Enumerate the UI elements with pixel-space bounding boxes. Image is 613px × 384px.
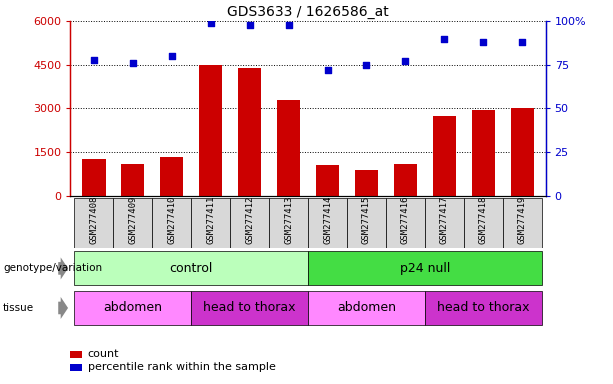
Text: tissue: tissue [3, 303, 34, 313]
Text: head to thorax: head to thorax [437, 301, 530, 314]
Bar [121, 164, 145, 196]
Point [362, 62, 371, 68]
Text: GSM277410: GSM277410 [167, 196, 177, 244]
Bar [160, 157, 183, 196]
Bar [191, 198, 230, 248]
Bar [74, 252, 308, 285]
Bar [277, 100, 300, 196]
Bar [394, 164, 417, 196]
Text: GSM277418: GSM277418 [479, 196, 488, 244]
Text: percentile rank within the sample: percentile rank within the sample [88, 362, 275, 372]
Text: abdomen: abdomen [104, 301, 162, 314]
Text: GSM277409: GSM277409 [128, 196, 137, 244]
Text: GSM277413: GSM277413 [284, 196, 293, 244]
Point [245, 22, 254, 28]
Text: p24 null: p24 null [400, 262, 450, 275]
Text: GSM277414: GSM277414 [323, 196, 332, 244]
Bar [503, 198, 542, 248]
FancyArrow shape [58, 297, 68, 319]
Bar [113, 198, 152, 248]
Point [167, 53, 177, 59]
Bar [316, 165, 339, 196]
Bar [433, 116, 456, 196]
Bar [230, 198, 269, 248]
Text: GSM277417: GSM277417 [440, 196, 449, 244]
Text: count: count [88, 349, 119, 359]
Bar [238, 68, 261, 196]
Text: GSM277408: GSM277408 [89, 196, 98, 244]
Bar [355, 170, 378, 196]
Text: GSM277415: GSM277415 [362, 196, 371, 244]
Point [517, 39, 527, 45]
Bar [425, 198, 464, 248]
Text: GSM277416: GSM277416 [401, 196, 410, 244]
Point [322, 67, 332, 73]
Bar [308, 291, 425, 325]
Point [400, 58, 410, 65]
Point [440, 36, 449, 42]
Bar [347, 198, 386, 248]
Bar [308, 252, 542, 285]
Text: GSM277419: GSM277419 [518, 196, 527, 244]
Bar [471, 110, 495, 196]
Title: GDS3633 / 1626586_at: GDS3633 / 1626586_at [227, 5, 389, 19]
Point [206, 20, 216, 26]
Text: abdomen: abdomen [337, 301, 396, 314]
Bar [199, 65, 223, 196]
Bar [464, 198, 503, 248]
Bar [74, 198, 113, 248]
Point [478, 39, 488, 45]
Bar [511, 108, 534, 196]
Point [89, 56, 99, 63]
Bar [425, 291, 542, 325]
Point [128, 60, 138, 66]
Bar [74, 291, 191, 325]
Text: control: control [170, 262, 213, 275]
Bar [308, 198, 347, 248]
Text: GSM277411: GSM277411 [206, 196, 215, 244]
Text: GSM277412: GSM277412 [245, 196, 254, 244]
Point [284, 22, 294, 28]
Bar [191, 291, 308, 325]
Bar [386, 198, 425, 248]
FancyArrow shape [58, 257, 68, 280]
Bar [152, 198, 191, 248]
Text: head to thorax: head to thorax [204, 301, 296, 314]
Text: genotype/variation: genotype/variation [3, 263, 102, 273]
Bar [82, 159, 105, 196]
Bar [269, 198, 308, 248]
